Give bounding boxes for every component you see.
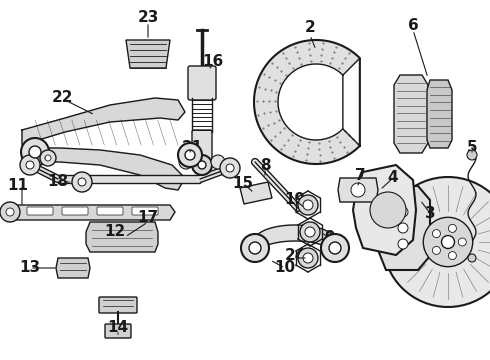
Text: 8: 8 [260, 158, 270, 172]
Circle shape [198, 161, 206, 169]
Text: 18: 18 [48, 175, 69, 189]
Text: 12: 12 [104, 225, 125, 239]
Text: 24: 24 [284, 248, 306, 262]
Polygon shape [10, 205, 175, 220]
Circle shape [185, 150, 195, 160]
FancyBboxPatch shape [192, 130, 212, 162]
Circle shape [441, 235, 455, 248]
Circle shape [45, 155, 51, 161]
FancyBboxPatch shape [99, 297, 137, 313]
Polygon shape [22, 98, 185, 145]
Text: 2: 2 [305, 21, 316, 36]
Text: 20: 20 [27, 150, 49, 166]
Circle shape [468, 254, 476, 262]
Text: 11: 11 [7, 177, 28, 193]
Circle shape [398, 223, 408, 233]
Polygon shape [240, 182, 272, 204]
Polygon shape [126, 40, 170, 68]
Circle shape [0, 202, 20, 222]
Text: 13: 13 [20, 261, 41, 275]
Circle shape [458, 238, 466, 246]
Text: 21: 21 [181, 140, 203, 156]
Polygon shape [22, 148, 185, 190]
Text: 16: 16 [202, 54, 223, 69]
Circle shape [72, 172, 92, 192]
Circle shape [20, 155, 40, 175]
Text: 14: 14 [107, 320, 128, 336]
FancyBboxPatch shape [27, 207, 53, 215]
Circle shape [192, 155, 212, 175]
Text: 17: 17 [137, 211, 159, 225]
Text: 1: 1 [455, 248, 465, 262]
Text: 10: 10 [274, 261, 295, 275]
FancyBboxPatch shape [97, 207, 123, 215]
Circle shape [300, 222, 320, 242]
Circle shape [26, 161, 34, 169]
FancyBboxPatch shape [188, 66, 216, 100]
FancyBboxPatch shape [132, 207, 158, 215]
Circle shape [467, 150, 477, 160]
Text: 9: 9 [325, 230, 335, 246]
Text: 23: 23 [137, 10, 159, 26]
Circle shape [249, 242, 261, 254]
Circle shape [40, 150, 56, 166]
Text: 3: 3 [425, 206, 435, 220]
Circle shape [21, 138, 49, 166]
Polygon shape [86, 222, 158, 252]
Circle shape [448, 252, 456, 260]
Circle shape [433, 246, 441, 255]
Circle shape [305, 227, 315, 237]
Circle shape [398, 207, 408, 217]
FancyBboxPatch shape [105, 324, 131, 338]
Circle shape [220, 158, 240, 178]
Circle shape [6, 208, 14, 216]
Circle shape [329, 242, 341, 254]
Text: 7: 7 [355, 167, 366, 183]
Circle shape [370, 192, 406, 228]
Polygon shape [427, 80, 452, 148]
Circle shape [351, 183, 365, 197]
Text: 6: 6 [408, 18, 418, 32]
FancyBboxPatch shape [62, 207, 88, 215]
Text: 15: 15 [232, 175, 253, 190]
Circle shape [383, 177, 490, 307]
Circle shape [433, 230, 441, 238]
Polygon shape [338, 178, 378, 202]
Circle shape [78, 178, 86, 186]
Circle shape [178, 143, 202, 167]
Circle shape [179, 155, 193, 169]
Circle shape [298, 195, 318, 215]
Polygon shape [56, 258, 90, 278]
Circle shape [448, 224, 456, 233]
Text: 5: 5 [466, 140, 477, 156]
Circle shape [398, 239, 408, 249]
Circle shape [298, 248, 318, 268]
Circle shape [226, 164, 234, 172]
Circle shape [321, 234, 349, 262]
Polygon shape [394, 75, 428, 153]
Polygon shape [254, 40, 360, 164]
Polygon shape [378, 186, 430, 270]
Circle shape [303, 253, 313, 263]
Text: 4: 4 [388, 171, 398, 185]
Polygon shape [255, 225, 335, 256]
Circle shape [211, 155, 225, 169]
Text: 19: 19 [284, 193, 306, 207]
Text: 22: 22 [51, 90, 73, 105]
Polygon shape [58, 175, 200, 183]
Polygon shape [353, 165, 416, 255]
Circle shape [241, 234, 269, 262]
Circle shape [29, 146, 41, 158]
Circle shape [423, 217, 473, 267]
Circle shape [303, 200, 313, 210]
